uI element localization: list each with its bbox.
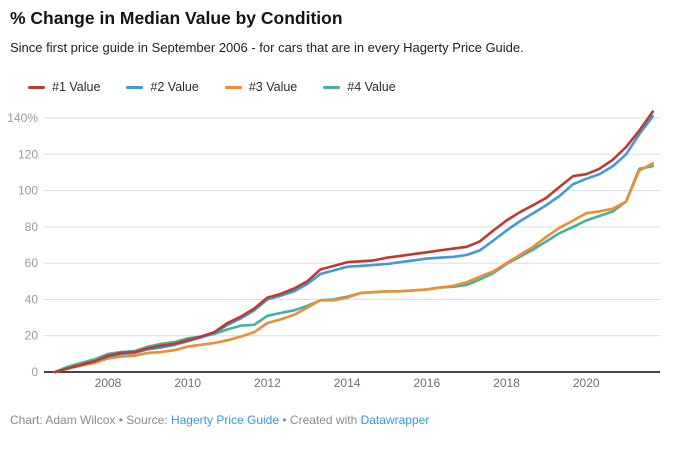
series-line-4-value[interactable] bbox=[53, 164, 655, 374]
x-axis-tick-label: 2014 bbox=[334, 376, 361, 390]
legend-swatch-icon bbox=[224, 85, 242, 89]
series-line-3-value[interactable] bbox=[53, 162, 655, 374]
footer-source-label: Source: bbox=[126, 413, 168, 427]
legend-label: #3 Value bbox=[248, 80, 298, 94]
legend-label: #1 Value bbox=[52, 80, 101, 94]
legend-item-4-value: #4 Value bbox=[323, 80, 396, 94]
legend-item-3-value: #3 Value bbox=[224, 80, 298, 94]
page-title: % Change in Median Value by Condition bbox=[10, 8, 343, 28]
legend-label: #4 Value bbox=[347, 80, 396, 94]
series-line-2-value[interactable] bbox=[53, 114, 655, 374]
x-axis-tick-label: 2018 bbox=[493, 376, 520, 390]
source-link[interactable]: Hagerty Price Guide bbox=[170, 413, 280, 427]
y-axis-tick-label: 80 bbox=[25, 220, 39, 234]
y-axis-tick-label: 120 bbox=[18, 147, 38, 161]
legend-item-2-value: #2 Value bbox=[126, 80, 199, 94]
legend-swatch-icon bbox=[28, 85, 45, 89]
datawrapper-link[interactable]: Datawrapper bbox=[360, 413, 430, 427]
y-axis-tick-label: 20 bbox=[25, 329, 39, 343]
legend-swatch-icon bbox=[126, 85, 144, 89]
x-axis-tick-label: 2020 bbox=[573, 376, 600, 390]
footer-author: Adam Wilcox bbox=[45, 413, 116, 427]
footer-separator: • bbox=[118, 413, 123, 427]
footer-chart-label: Chart: bbox=[10, 413, 43, 427]
chart-svg: 0 20 40 60 80 100 120 140% 2008 2010 2012 2014 2016 2… bbox=[7, 110, 660, 390]
chart-subtitle: Since first price guide in September 200… bbox=[10, 40, 524, 55]
footer-created-label: Created with bbox=[289, 413, 358, 427]
legend-swatch-icon bbox=[323, 85, 341, 89]
legend-item-1-value: #1 Value bbox=[28, 80, 100, 94]
legend-label: #2 Value bbox=[150, 80, 199, 94]
x-axis-tick-label: 2008 bbox=[95, 376, 122, 390]
footer-separator: • bbox=[282, 413, 287, 427]
y-axis-tick-label: 40 bbox=[25, 292, 39, 306]
chart-legend: #1 Value #2 Value #3 Value #4 Value bbox=[28, 80, 396, 94]
x-axis-tick-label: 2016 bbox=[413, 376, 440, 390]
footer-credits: Chart: Adam Wilcox • Source: Hagerty Pri… bbox=[10, 413, 429, 427]
line-chart: 0 20 40 60 80 100 120 140% 2008 2010 2012 2014 2016 2… bbox=[0, 105, 696, 400]
y-axis-tick-label: 100 bbox=[18, 184, 38, 198]
series-line-1-value[interactable] bbox=[53, 110, 655, 374]
x-axis-tick-label: 2012 bbox=[254, 376, 281, 390]
y-axis-tick-label: 140% bbox=[7, 111, 38, 125]
x-axis-tick-label: 2010 bbox=[174, 376, 201, 390]
y-axis-tick-label: 0 bbox=[31, 365, 38, 379]
y-axis-tick-label: 60 bbox=[25, 256, 39, 270]
